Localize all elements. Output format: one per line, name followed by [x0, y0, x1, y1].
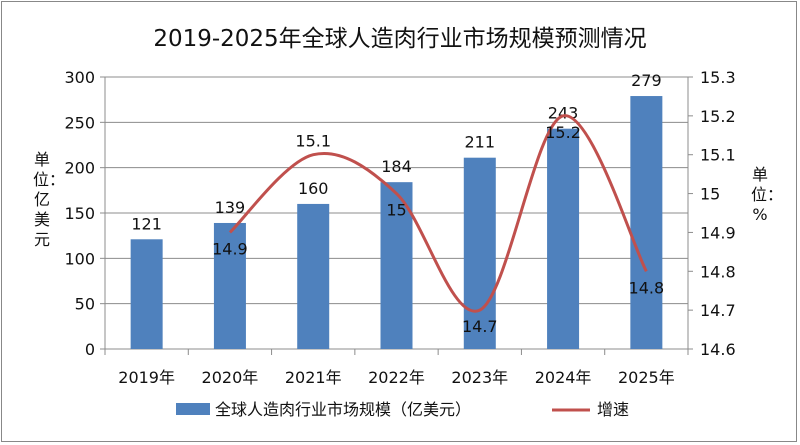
- bar-value-label: 211: [465, 133, 496, 152]
- legend-bar-swatch: [176, 403, 210, 415]
- bar-2025年: [630, 96, 663, 349]
- y-tick-label: 0: [85, 340, 95, 359]
- x-tick-label: 2023年: [451, 368, 508, 387]
- bar-2020年: [213, 222, 246, 349]
- y2-tick-label: 15.2: [700, 107, 736, 126]
- bar-value-label: 139: [215, 198, 246, 217]
- x-tick-label: 2025年: [618, 368, 675, 387]
- bar-2019年: [130, 239, 163, 349]
- y2-axis-unit-label: 单位：%: [751, 165, 784, 224]
- bar-value-label: 160: [298, 179, 329, 198]
- x-tick-label: 2022年: [368, 368, 425, 387]
- bar-2022年: [380, 182, 413, 349]
- bar-2024年: [547, 128, 580, 349]
- growth-line: [228, 114, 648, 313]
- bar-value-label: 121: [131, 214, 162, 233]
- line-value-label: 15: [386, 201, 406, 220]
- y-tick-label: 50: [75, 295, 95, 314]
- bar-2023年: [463, 157, 496, 349]
- bar-2021年: [297, 203, 330, 349]
- y-tick-label: 200: [64, 159, 95, 178]
- y-tick-label: 150: [64, 204, 95, 223]
- line-value-label: 15.2: [545, 123, 581, 142]
- legend-line-label: 增速: [597, 400, 629, 419]
- bar-value-label: 184: [381, 157, 412, 176]
- y2-tick-label: 15: [700, 185, 720, 204]
- y-axis-unit-label: 单位：亿美元: [33, 150, 66, 249]
- bar-value-label: 279: [631, 71, 662, 90]
- x-tick-label: 2019年: [118, 368, 175, 387]
- legend-bar-label: 全球人造肉行业市场规模（亿美元）: [215, 400, 471, 419]
- y2-tick-label: 15.1: [700, 146, 736, 165]
- y-tick-label: 300: [64, 68, 95, 87]
- y-tick-label: 250: [64, 113, 95, 132]
- x-tick-label: 2024年: [535, 368, 592, 387]
- y-tick-label: 100: [64, 249, 95, 268]
- line-value-label: 14.9: [212, 239, 248, 258]
- y2-tick-label: 14.9: [700, 223, 736, 242]
- line-value-label: 15.1: [295, 132, 331, 151]
- x-tick-label: 2020年: [202, 368, 259, 387]
- y2-tick-label: 15.3: [700, 68, 736, 87]
- line-value-label: 14.8: [629, 278, 665, 297]
- y2-tick-label: 14.8: [700, 262, 736, 281]
- y2-tick-label: 14.7: [700, 301, 736, 320]
- x-tick-label: 2021年: [285, 368, 342, 387]
- line-value-label: 14.7: [462, 317, 498, 336]
- y2-tick-label: 14.6: [700, 340, 736, 359]
- chart-title: 2019-2025年全球人造肉行业市场规模预测情况: [153, 26, 646, 52]
